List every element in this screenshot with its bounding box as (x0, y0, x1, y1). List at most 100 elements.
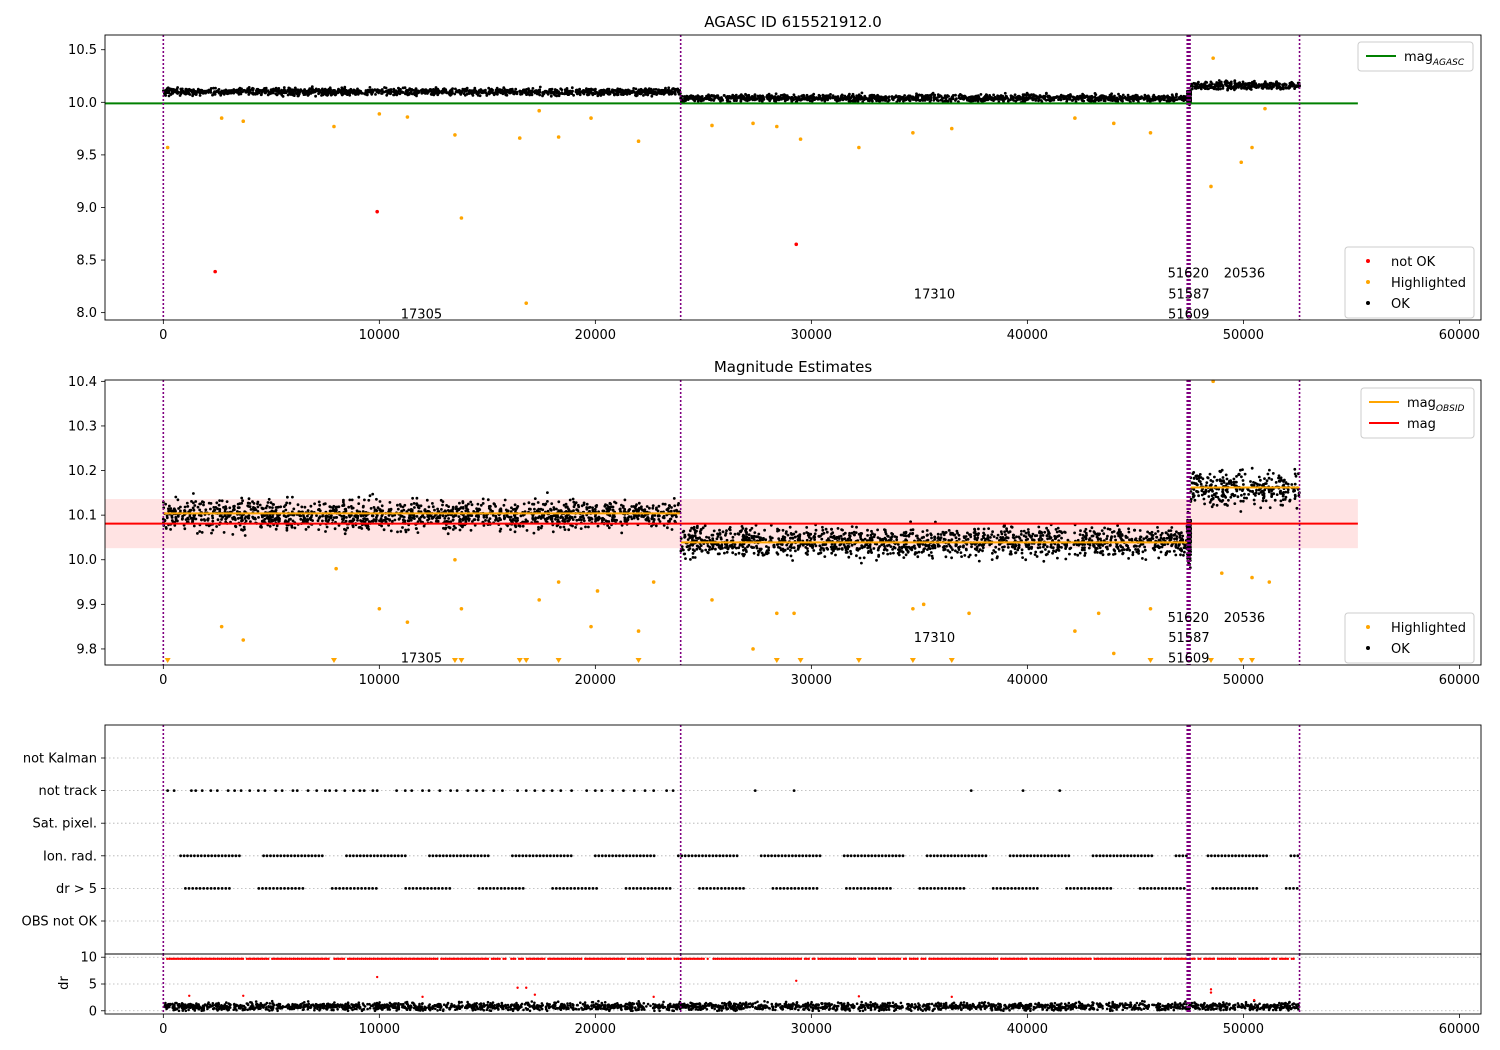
ok-point (198, 530, 202, 533)
ok-point (306, 509, 310, 512)
ok-point (461, 525, 464, 529)
ok-point (350, 506, 354, 510)
ok-point (171, 92, 175, 95)
ok-point (536, 501, 540, 504)
ok-point (280, 92, 283, 96)
ok-point (585, 87, 588, 91)
ok-point (209, 502, 213, 505)
ok-point (539, 507, 543, 511)
ok-point (670, 514, 674, 518)
ok-point (773, 95, 777, 98)
highlighted-point (219, 116, 224, 120)
ok-point (552, 514, 556, 518)
ok-point (531, 518, 535, 521)
ok-point (551, 530, 555, 534)
ok-point (1190, 87, 1194, 91)
highlighted-point (1148, 131, 1153, 135)
ok-point (329, 93, 333, 97)
ok-point (200, 518, 203, 522)
ok-point (574, 526, 577, 529)
ok-point (240, 496, 244, 500)
ok-point (676, 87, 680, 91)
ok-point (461, 517, 465, 521)
ok-point (277, 87, 280, 91)
ok-point (446, 509, 450, 512)
ok-point (601, 509, 605, 513)
ok-point (281, 89, 285, 93)
ok-point (999, 97, 1002, 100)
ok-point (885, 96, 889, 100)
ok-point (531, 87, 535, 90)
highlighted-point (911, 131, 915, 135)
ok-point (676, 503, 680, 507)
ok-point (503, 517, 506, 521)
ok-point (541, 502, 545, 506)
ok-point (336, 91, 340, 95)
ok-point (540, 524, 544, 528)
ok-point (382, 528, 386, 532)
ok-point (473, 518, 477, 521)
ok-point (179, 505, 182, 509)
ok-point (982, 97, 986, 101)
ok-point (525, 91, 529, 95)
ok-point (1103, 96, 1106, 100)
ok-point (375, 90, 379, 93)
ok-point (527, 507, 531, 511)
ok-point (652, 88, 656, 91)
ok-point (937, 95, 941, 99)
ok-point (636, 517, 640, 521)
ok-series (162, 79, 1301, 107)
y-tick-label: 9.5 (76, 148, 97, 163)
ok-point (215, 501, 219, 505)
x-tick-label: 50000 (1223, 328, 1264, 343)
ok-point (860, 91, 864, 95)
ok-point (389, 529, 393, 533)
ok-point (247, 497, 251, 501)
x-tick-label: 10000 (359, 328, 400, 343)
ok-point (484, 519, 487, 522)
ok-point (260, 506, 264, 510)
ok-point (546, 516, 549, 520)
ok-point (666, 508, 669, 511)
ok-point (1159, 97, 1163, 101)
ok-point (620, 503, 623, 507)
ok-point (624, 88, 628, 92)
ok-point (842, 96, 846, 100)
highlighted-point (774, 124, 779, 129)
ok-point (685, 94, 689, 98)
ok-point (498, 88, 502, 91)
ok-point (1045, 91, 1048, 95)
ok-point (401, 518, 405, 522)
ok-point (293, 526, 297, 530)
ok-point (1250, 82, 1254, 86)
ok-point (271, 515, 274, 519)
ok-point (512, 92, 516, 96)
ok-point (216, 518, 220, 522)
ok-point (251, 86, 255, 90)
ok-point (341, 504, 344, 507)
ok-point (464, 509, 468, 513)
ok-point (379, 517, 383, 520)
ok-point (756, 97, 760, 100)
ok-point (355, 509, 359, 513)
ok-point (637, 514, 640, 517)
ok-point (567, 93, 570, 96)
ok-point (401, 86, 405, 90)
ok-point (446, 532, 450, 536)
ok-point (731, 551, 735, 555)
ok-point (919, 98, 923, 102)
ok-point (1221, 87, 1225, 90)
ok-point (624, 92, 628, 95)
ok-point (857, 95, 861, 98)
ok-point (202, 518, 206, 521)
ok-point (445, 519, 449, 523)
ok-point (570, 86, 574, 90)
ok-point (578, 93, 582, 97)
ok-point (684, 557, 687, 560)
ok-point (570, 516, 574, 519)
ok-point (281, 95, 285, 98)
ok-point (670, 528, 674, 531)
ok-point (1111, 96, 1114, 99)
ok-point (212, 86, 215, 90)
ok-point (321, 519, 324, 523)
